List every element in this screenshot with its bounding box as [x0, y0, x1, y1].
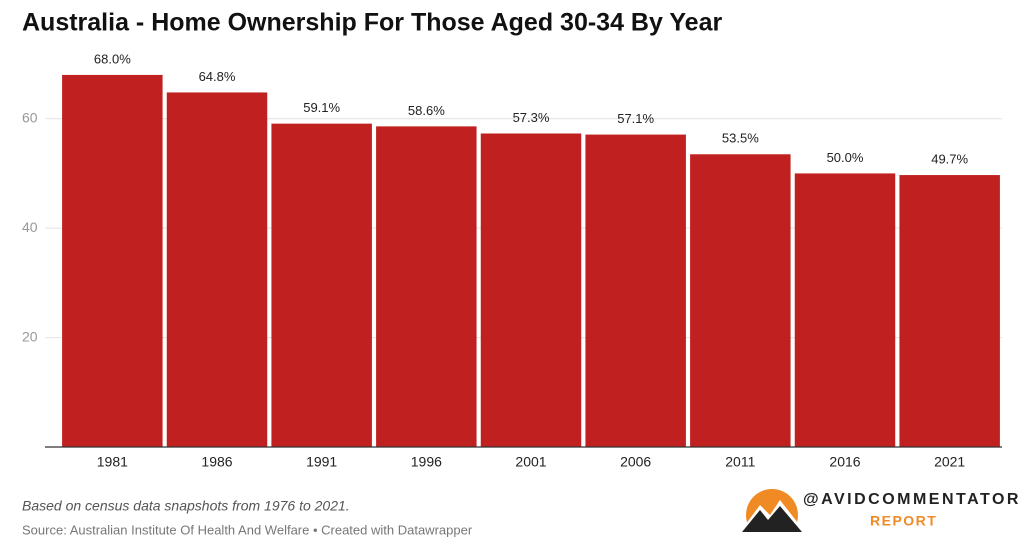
- y-tick-label: 60: [22, 109, 38, 125]
- x-tick-label: 1996: [411, 454, 442, 470]
- x-tick-label: 2011: [725, 454, 755, 470]
- x-tick-label: 1986: [201, 454, 232, 470]
- brand-sub: REPORT: [870, 513, 937, 529]
- brand-handle: @AVIDCOMMENTATOR: [803, 491, 1021, 508]
- x-tick-label: 2016: [829, 454, 860, 470]
- y-tick-label: 40: [22, 219, 38, 235]
- x-tick-label: 1991: [306, 454, 337, 470]
- logo: [736, 489, 810, 545]
- bar: [899, 175, 1000, 447]
- bar: [166, 92, 268, 448]
- x-tick-label: 2021: [934, 454, 965, 470]
- value-label: 57.1%: [617, 111, 654, 126]
- bar: [376, 126, 477, 448]
- value-label: 53.5%: [722, 131, 759, 146]
- bar: [480, 133, 582, 448]
- value-label: 57.3%: [513, 110, 550, 125]
- source: Source: Australian Institute Of Health A…: [22, 522, 473, 537]
- x-tick-label: 1981: [97, 454, 128, 470]
- value-label: 64.8%: [199, 69, 236, 84]
- value-label: 58.6%: [408, 103, 445, 118]
- y-tick-label: 20: [22, 328, 38, 344]
- bar: [585, 134, 686, 447]
- notes: Based on census data snapshots from 1976…: [22, 498, 350, 514]
- value-label: 49.7%: [931, 152, 968, 167]
- bar: [794, 173, 896, 447]
- value-label: 59.1%: [303, 100, 340, 115]
- x-tick-label: 2001: [515, 454, 546, 470]
- bar: [62, 74, 163, 447]
- chart-title: Australia - Home Ownership For Those Age…: [22, 9, 722, 37]
- bar: [271, 123, 372, 447]
- x-tick-label: 2006: [620, 454, 651, 470]
- value-label: 50.0%: [827, 150, 864, 165]
- value-label: 68.0%: [94, 51, 131, 66]
- bar: [690, 154, 791, 447]
